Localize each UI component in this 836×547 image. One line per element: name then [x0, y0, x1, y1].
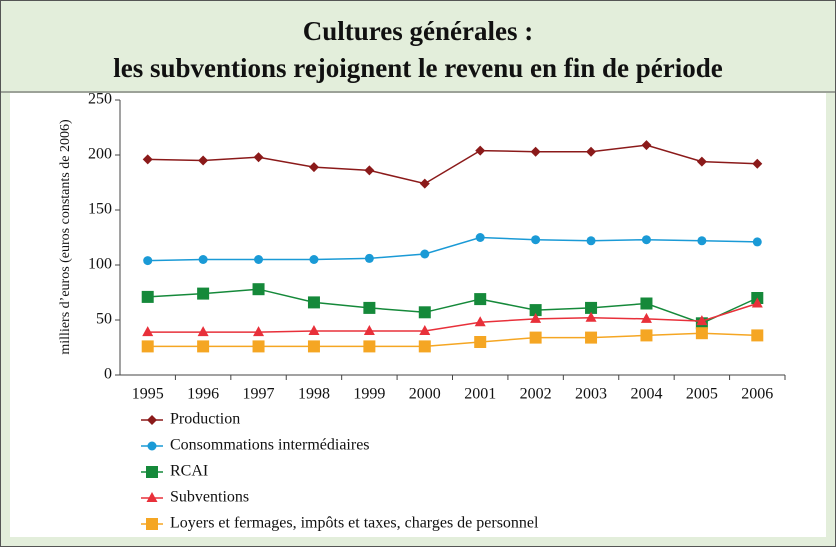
marker	[418, 340, 431, 353]
marker	[419, 178, 430, 189]
legend-label: RCAI	[170, 463, 208, 480]
marker	[531, 235, 541, 245]
marker	[253, 326, 265, 337]
marker	[254, 255, 264, 264]
marker	[253, 152, 264, 163]
y-tick-label: 0	[104, 366, 112, 383]
series-line	[147, 288, 758, 325]
marker	[364, 253, 374, 263]
marker	[307, 340, 320, 353]
y-tick-label: 50	[96, 311, 112, 328]
marker	[640, 297, 653, 310]
legend-marker	[146, 492, 158, 502]
y-tick-label: 100	[88, 256, 112, 273]
marker	[308, 325, 320, 335]
marker	[752, 237, 762, 247]
legend-label: Subventions	[170, 489, 249, 506]
x-tick-label: 1998	[298, 386, 330, 403]
x-tick-label: 2004	[630, 386, 662, 403]
legend-label: Loyers et fermages, impôts et taxes, cha…	[170, 515, 539, 532]
x-tick-label: 2005	[686, 386, 718, 403]
marker	[419, 325, 431, 335]
legend-marker	[147, 441, 157, 451]
marker	[696, 156, 707, 167]
x-tick-label: 1995	[132, 386, 164, 403]
marker	[751, 329, 764, 342]
chart-subtitle: les subventions rejoignent le revenu en …	[113, 53, 723, 83]
x-tick-label: 2003	[575, 386, 607, 403]
y-tick-label: 200	[88, 146, 112, 163]
marker	[420, 249, 430, 259]
marker	[252, 340, 265, 353]
legend-label: Consommations intermédiaires	[170, 437, 370, 454]
marker	[141, 290, 154, 303]
marker	[585, 301, 598, 314]
legend-marker	[146, 466, 158, 478]
marker	[697, 236, 707, 246]
marker	[418, 306, 431, 319]
marker	[474, 336, 487, 348]
legend-marker	[147, 415, 157, 425]
marker	[364, 165, 375, 176]
x-tick-label: 1996	[187, 386, 219, 403]
marker	[197, 326, 209, 337]
marker	[363, 301, 376, 314]
chart-title: Cultures générales :	[303, 16, 533, 46]
marker	[474, 316, 486, 327]
marker	[696, 315, 708, 326]
series-line	[147, 302, 758, 333]
marker	[641, 235, 651, 245]
legend-label: Production	[170, 411, 240, 428]
marker	[752, 158, 763, 169]
marker	[530, 312, 542, 323]
marker	[475, 145, 486, 156]
marker	[197, 340, 210, 353]
marker	[198, 155, 209, 166]
marker	[309, 255, 319, 264]
x-tick-label: 1997	[243, 386, 275, 403]
y-tick-label: 250	[88, 91, 112, 108]
marker	[695, 327, 708, 340]
marker	[307, 296, 320, 309]
legend-marker	[146, 518, 158, 530]
marker	[363, 325, 375, 335]
marker	[640, 312, 652, 323]
marker	[751, 297, 763, 308]
marker	[308, 162, 319, 173]
series-line	[147, 144, 758, 185]
marker	[586, 236, 596, 246]
series-line	[147, 332, 758, 348]
marker	[197, 287, 210, 300]
marker	[474, 293, 487, 306]
x-tick-label: 1999	[353, 386, 385, 403]
marker	[585, 311, 597, 322]
marker	[363, 340, 376, 353]
marker	[142, 154, 153, 165]
marker	[586, 146, 597, 157]
marker	[529, 331, 542, 344]
x-tick-label: 2001	[464, 386, 496, 403]
y-axis-label: milliers d’euros (euros constants de 200…	[58, 119, 73, 355]
marker	[530, 146, 541, 157]
marker	[142, 326, 154, 337]
marker	[585, 331, 598, 344]
x-tick-label: 2000	[409, 386, 441, 403]
marker	[641, 140, 652, 151]
y-tick-label: 150	[88, 201, 112, 218]
series-line	[147, 236, 758, 262]
marker	[475, 233, 485, 242]
x-tick-label: 2006	[741, 386, 773, 403]
marker	[529, 304, 542, 317]
marker	[252, 283, 265, 296]
marker	[143, 256, 153, 266]
plot-panel	[10, 93, 826, 537]
marker	[640, 329, 653, 342]
x-tick-label: 2002	[520, 386, 552, 403]
marker	[198, 255, 208, 264]
marker	[141, 340, 154, 353]
